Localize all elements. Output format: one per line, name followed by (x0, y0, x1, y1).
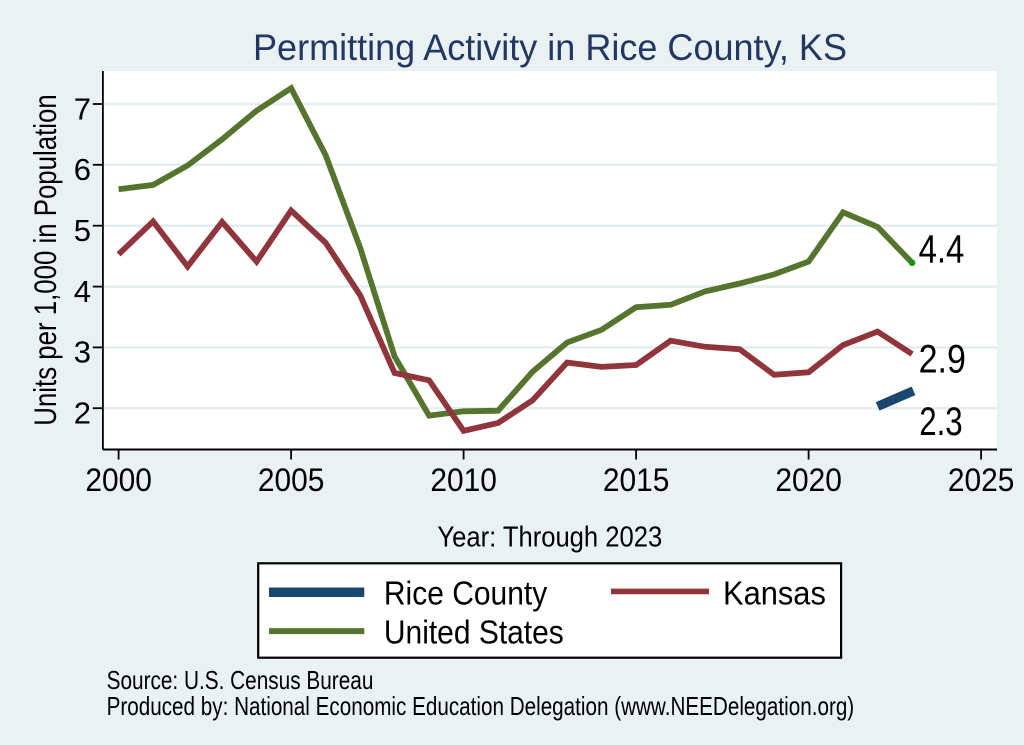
svg-text:2020: 2020 (775, 462, 842, 498)
svg-text:Year: Through 2023: Year: Through 2023 (437, 522, 662, 554)
svg-text:6: 6 (74, 152, 91, 187)
svg-text:2: 2 (74, 396, 91, 431)
svg-text:4.4: 4.4 (919, 227, 965, 271)
svg-text:4: 4 (74, 274, 91, 309)
svg-text:2015: 2015 (603, 462, 670, 498)
svg-text:2010: 2010 (430, 462, 497, 498)
svg-text:Rice County: Rice County (384, 574, 548, 611)
svg-text:7: 7 (74, 91, 91, 126)
svg-text:2000: 2000 (85, 462, 152, 498)
svg-text:United States: United States (384, 614, 564, 651)
svg-text:2025: 2025 (948, 462, 1015, 498)
svg-text:Units per 1,000 in Population: Units per 1,000 in Population (28, 94, 63, 425)
svg-text:5: 5 (74, 213, 91, 248)
svg-text:2.3: 2.3 (919, 400, 963, 444)
svg-text:Permitting Activity in Rice Co: Permitting Activity in Rice County, KS (253, 26, 847, 68)
svg-text:3: 3 (74, 335, 91, 370)
svg-text:Source: U.S. Census Bureau: Source: U.S. Census Bureau (107, 665, 374, 695)
svg-text:Kansas: Kansas (723, 574, 826, 611)
svg-text:Produced by: National Economic: Produced by: National Economic Education… (107, 691, 855, 721)
svg-text:2.9: 2.9 (919, 338, 966, 382)
svg-text:2005: 2005 (258, 462, 325, 498)
